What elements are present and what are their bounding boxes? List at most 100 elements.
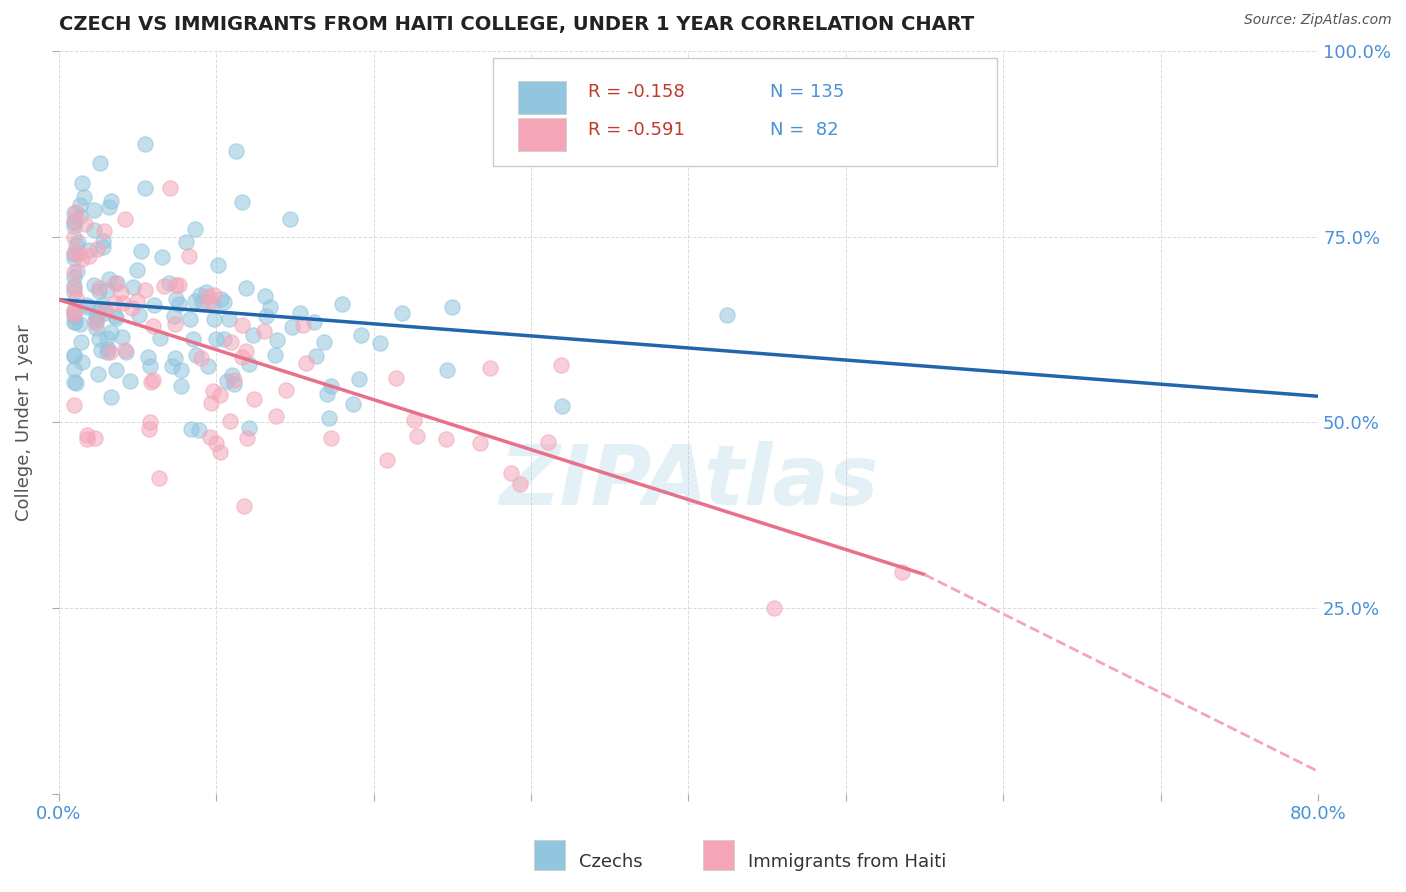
Point <box>201 384 224 399</box>
Point <box>77 243 100 257</box>
Point <box>434 432 457 446</box>
Point <box>179 311 201 326</box>
Point <box>253 324 276 338</box>
Point <box>66 264 89 278</box>
Point <box>65 376 87 390</box>
Point <box>84 431 107 445</box>
Point <box>63 245 86 260</box>
Point <box>202 312 225 326</box>
Point <box>97 201 120 215</box>
Point <box>84 321 107 335</box>
Point <box>63 309 86 323</box>
Point <box>65 292 87 306</box>
Point <box>91 298 114 312</box>
Point <box>63 206 86 220</box>
Point <box>97 342 120 356</box>
Point <box>86 311 108 326</box>
Point <box>188 423 211 437</box>
Point <box>134 283 156 297</box>
Point <box>63 305 86 319</box>
Point <box>190 294 212 309</box>
Point <box>219 414 242 428</box>
Point <box>236 432 259 446</box>
Point <box>169 277 191 292</box>
Point <box>209 445 232 459</box>
Point <box>436 363 458 377</box>
Point <box>111 295 134 310</box>
Text: N = 135: N = 135 <box>770 83 845 101</box>
Point <box>100 325 122 339</box>
Point <box>89 332 111 346</box>
Point <box>104 276 127 290</box>
Point <box>254 309 277 323</box>
Point <box>63 302 86 317</box>
Point <box>150 250 173 264</box>
Point <box>86 242 108 256</box>
Point <box>72 176 94 190</box>
Point <box>142 373 165 387</box>
Text: Source: ZipAtlas.com: Source: ZipAtlas.com <box>1244 13 1392 28</box>
Point <box>63 214 86 228</box>
FancyBboxPatch shape <box>519 80 567 114</box>
Point <box>266 333 288 347</box>
Point <box>63 219 86 234</box>
Point <box>163 309 186 323</box>
Point <box>254 289 277 303</box>
Text: R = -0.591: R = -0.591 <box>588 121 685 139</box>
Point <box>188 287 211 301</box>
Point <box>63 361 86 376</box>
Point <box>225 144 247 158</box>
Point <box>231 318 253 332</box>
Point <box>63 215 86 229</box>
Text: Immigrants from Haiti: Immigrants from Haiti <box>748 853 946 871</box>
Point <box>235 343 257 358</box>
Point <box>231 195 253 210</box>
Point <box>72 355 94 369</box>
Point <box>167 297 190 311</box>
Point <box>114 212 136 227</box>
Point <box>891 565 914 579</box>
Point <box>242 328 264 343</box>
Point <box>87 368 110 382</box>
Point <box>63 376 86 390</box>
Point <box>159 181 181 195</box>
Point <box>342 397 364 411</box>
Point <box>259 300 281 314</box>
Point <box>104 363 127 377</box>
Point <box>104 296 127 310</box>
Point <box>114 343 136 357</box>
Point <box>134 137 156 152</box>
Point <box>105 276 128 290</box>
Text: Czechs: Czechs <box>579 853 643 871</box>
Point <box>243 392 266 407</box>
Point <box>63 315 86 329</box>
Point <box>96 283 118 297</box>
Point <box>302 315 325 329</box>
Point <box>87 304 110 318</box>
Point <box>63 230 86 244</box>
Point <box>91 235 114 249</box>
Point <box>222 373 245 387</box>
Point <box>70 334 93 349</box>
Point <box>264 409 287 423</box>
Point <box>91 240 114 254</box>
Point <box>96 345 118 359</box>
Point <box>551 400 574 414</box>
Point <box>121 301 143 316</box>
Point <box>170 378 193 392</box>
Point <box>153 278 176 293</box>
Point <box>238 357 260 371</box>
Point <box>184 221 207 235</box>
Point <box>165 278 187 293</box>
Point <box>174 235 197 250</box>
Point <box>441 300 464 314</box>
Point <box>84 314 107 328</box>
Point <box>63 270 86 285</box>
Point <box>65 238 87 252</box>
Point <box>232 499 254 513</box>
Point <box>83 203 105 218</box>
Point <box>87 284 110 298</box>
Point <box>177 249 200 263</box>
Point <box>98 345 121 359</box>
Point <box>69 198 91 212</box>
